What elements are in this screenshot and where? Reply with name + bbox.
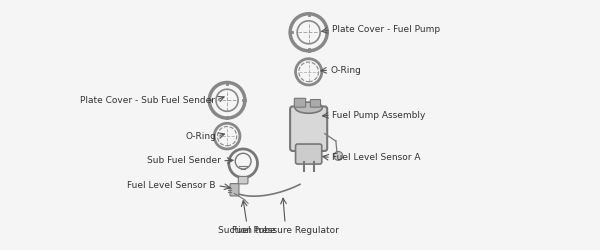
FancyBboxPatch shape	[238, 176, 248, 184]
FancyBboxPatch shape	[296, 144, 322, 164]
Circle shape	[334, 152, 343, 160]
Text: Fuel Level Sensor B: Fuel Level Sensor B	[127, 181, 216, 190]
Text: Suction tube: Suction tube	[218, 226, 275, 235]
Text: O-Ring: O-Ring	[185, 132, 216, 140]
Ellipse shape	[295, 102, 322, 113]
Text: O-Ring: O-Ring	[331, 66, 361, 74]
FancyBboxPatch shape	[290, 106, 327, 151]
Text: Plate Cover - Fuel Pump: Plate Cover - Fuel Pump	[332, 25, 440, 34]
FancyBboxPatch shape	[295, 98, 305, 107]
Text: Sub Fuel Sender: Sub Fuel Sender	[147, 156, 221, 165]
Text: Plate Cover - Sub Fuel Sender: Plate Cover - Sub Fuel Sender	[80, 96, 215, 105]
Text: Fuel Level Sensor A: Fuel Level Sensor A	[332, 153, 421, 162]
Text: Fuel Pump Assembly: Fuel Pump Assembly	[332, 110, 425, 120]
FancyBboxPatch shape	[230, 184, 239, 196]
Text: Fuel Pressure Regulator: Fuel Pressure Regulator	[232, 226, 338, 235]
FancyBboxPatch shape	[310, 100, 320, 107]
